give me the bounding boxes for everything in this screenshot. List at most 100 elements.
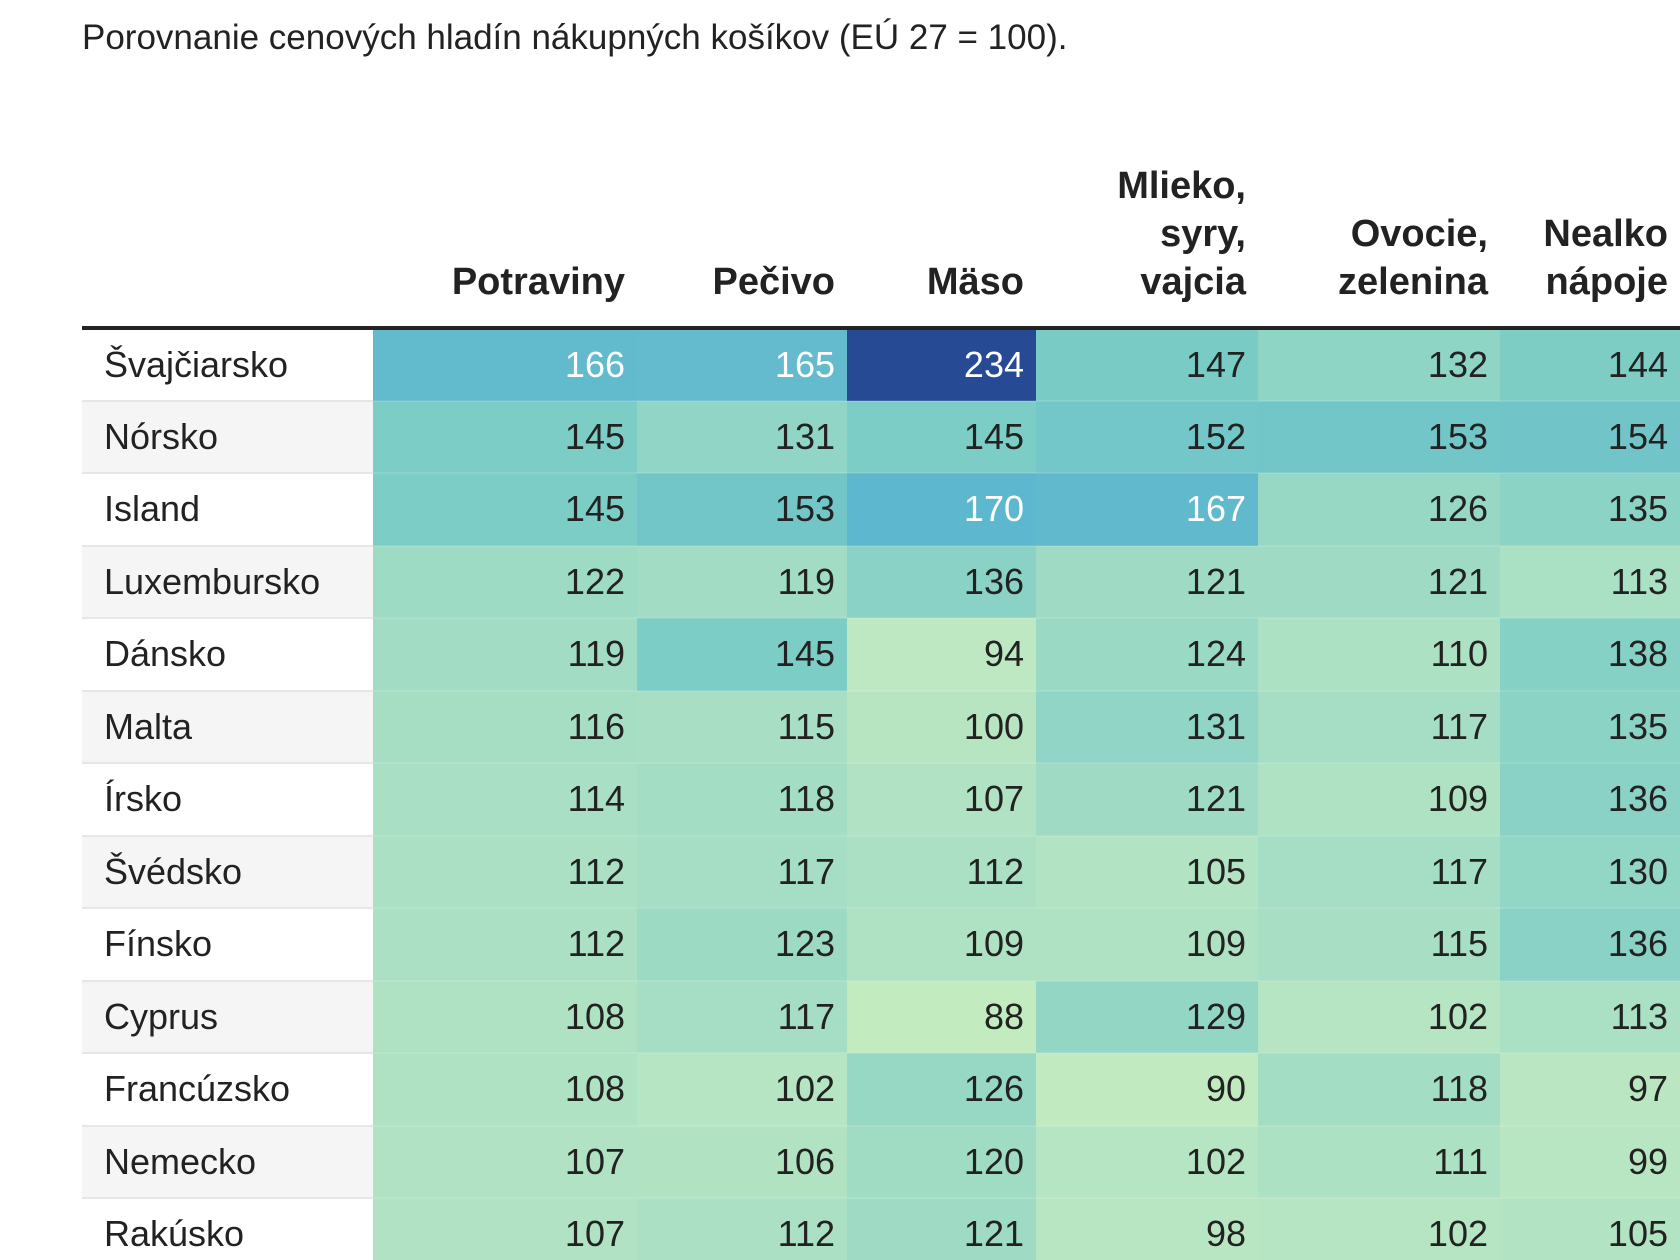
- heatmap-cell: 102: [1036, 1125, 1258, 1199]
- heatmap-cell: 118: [637, 763, 847, 837]
- heatmap-cell: 115: [1258, 908, 1500, 982]
- heatmap-cell: 132: [1258, 328, 1500, 402]
- column-header: Mlieko, syry, vajcia: [1036, 130, 1258, 330]
- column-header-line: Pečivo: [712, 261, 835, 303]
- heatmap-cell: 102: [1258, 980, 1500, 1054]
- heatmap-cell: 130: [1500, 835, 1680, 909]
- heatmap-cell: 121: [847, 1198, 1036, 1260]
- heatmap-cell: 115: [637, 690, 847, 764]
- heatmap-cell: 116: [373, 690, 637, 764]
- heatmap-cell: 120: [847, 1125, 1036, 1199]
- heatmap-cell: 152: [1036, 400, 1258, 474]
- heatmap-cell: 112: [637, 1198, 847, 1260]
- country-column-header: [82, 130, 373, 330]
- column-header-line: Nealko: [1543, 213, 1668, 255]
- heatmap-cell: 131: [637, 400, 847, 474]
- heatmap-cell: 153: [1258, 400, 1500, 474]
- heatmap-cell: 145: [373, 473, 637, 547]
- country-label: Malta: [82, 690, 373, 764]
- column-header-line: nápoje: [1545, 261, 1668, 303]
- country-label: Nórsko: [82, 400, 373, 474]
- heatmap-cell: 136: [1500, 908, 1680, 982]
- heatmap-cell: 88: [847, 980, 1036, 1054]
- heatmap-cell: 122: [373, 545, 637, 619]
- heatmap-cell: 138: [1500, 618, 1680, 692]
- column-header-line: syry,: [1160, 213, 1246, 255]
- heatmap-cell: 107: [373, 1198, 637, 1260]
- country-label: Rakúsko: [82, 1198, 373, 1260]
- heatmap-cell: 145: [373, 400, 637, 474]
- country-label: Dánsko: [82, 618, 373, 692]
- heatmap-cell: 105: [1500, 1198, 1680, 1260]
- column-header-line: Mäso: [926, 261, 1024, 303]
- country-label: Cyprus: [82, 980, 373, 1054]
- column-header-line: Ovocie,: [1350, 213, 1488, 255]
- heatmap-cell: 135: [1500, 690, 1680, 764]
- column-header: Mäso: [847, 130, 1036, 330]
- heatmap-cell: 94: [847, 618, 1036, 692]
- heatmap-cell: 97: [1500, 1053, 1680, 1127]
- heatmap-cell: 135: [1500, 473, 1680, 547]
- heatmap-cell: 170: [847, 473, 1036, 547]
- table-row: Fínsko 112 123 109 109 115 136: [82, 908, 1680, 982]
- heatmap-cell: 112: [373, 835, 637, 909]
- heatmap-cell: 112: [847, 835, 1036, 909]
- heatmap-cell: 153: [637, 473, 847, 547]
- table-row: Luxembursko 122 119 136 121 121 113: [82, 545, 1680, 619]
- heatmap-cell: 114: [373, 763, 637, 837]
- table-row: Dánsko 119 145 94 124 110 138: [82, 618, 1680, 692]
- country-label: Nemecko: [82, 1125, 373, 1199]
- heatmap-cell: 147: [1036, 328, 1258, 402]
- table-row: Švédsko 112 117 112 105 117 130: [82, 835, 1680, 909]
- heatmap-cell: 108: [373, 980, 637, 1054]
- heatmap-cell: 109: [847, 908, 1036, 982]
- heatmap-cell: 129: [1036, 980, 1258, 1054]
- table-body: Švajčiarsko 166 165 234 147 132 144 Nórsko 145 13…: [82, 328, 1680, 1260]
- heatmap-cell: 145: [847, 400, 1036, 474]
- country-label: Švédsko: [82, 835, 373, 909]
- column-header-line: vajcia: [1140, 261, 1246, 303]
- heatmap-cell: 117: [637, 980, 847, 1054]
- heatmap-cell: 117: [637, 835, 847, 909]
- header-row: Potraviny Pečivo Mäso Mlieko, syry, vajcia Ovo…: [82, 130, 1680, 330]
- heatmap-cell: 124: [1036, 618, 1258, 692]
- heatmap-cell: 90: [1036, 1053, 1258, 1127]
- column-header-line: zelenina: [1338, 261, 1488, 303]
- heatmap-cell: 98: [1036, 1198, 1258, 1260]
- table-row: Nórsko 145 131 145 152 153 154: [82, 400, 1680, 474]
- heatmap-cell: 113: [1500, 545, 1680, 619]
- heatmap-cell: 106: [637, 1125, 847, 1199]
- table-row: Cyprus 108 117 88 129 102 113: [82, 980, 1680, 1054]
- heatmap-cell: 165: [637, 328, 847, 402]
- table-row: Nemecko 107 106 120 102 111 99: [82, 1125, 1680, 1199]
- heatmap-cell: 117: [1258, 835, 1500, 909]
- heatmap-cell: 100: [847, 690, 1036, 764]
- heatmap-cell: 107: [847, 763, 1036, 837]
- heatmap-cell: 123: [637, 908, 847, 982]
- heatmap-cell: 110: [1258, 618, 1500, 692]
- country-label: Luxembursko: [82, 545, 373, 619]
- table-row: Malta 116 115 100 131 117 135: [82, 690, 1680, 764]
- heatmap-cell: 121: [1036, 545, 1258, 619]
- heatmap-cell: 105: [1036, 835, 1258, 909]
- country-label: Švajčiarsko: [82, 328, 373, 402]
- heatmap-cell: 118: [1258, 1053, 1500, 1127]
- heatmap-cell: 119: [373, 618, 637, 692]
- heatmap-cell: 131: [1036, 690, 1258, 764]
- column-header: Potraviny: [373, 130, 637, 330]
- heatmap-cell: 102: [637, 1053, 847, 1127]
- chart-subtitle: Porovnanie cenových hladín nákupných koš…: [82, 18, 1068, 57]
- table-row: Rakúsko 107 112 121 98 102 105: [82, 1198, 1680, 1260]
- heatmap-cell: 234: [847, 328, 1036, 402]
- table-row: Island 145 153 170 167 126 135: [82, 473, 1680, 547]
- column-header-line: Mlieko,: [1117, 165, 1246, 207]
- heatmap-cell: 99: [1500, 1125, 1680, 1199]
- heatmap-cell: 136: [1500, 763, 1680, 837]
- column-header: Ovocie, zelenina: [1258, 130, 1500, 330]
- table-row: Írsko 114 118 107 121 109 136: [82, 763, 1680, 837]
- heatmap-cell: 109: [1036, 908, 1258, 982]
- column-header-line: Potraviny: [451, 261, 625, 303]
- heatmap-cell: 108: [373, 1053, 637, 1127]
- heatmap-cell: 136: [847, 545, 1036, 619]
